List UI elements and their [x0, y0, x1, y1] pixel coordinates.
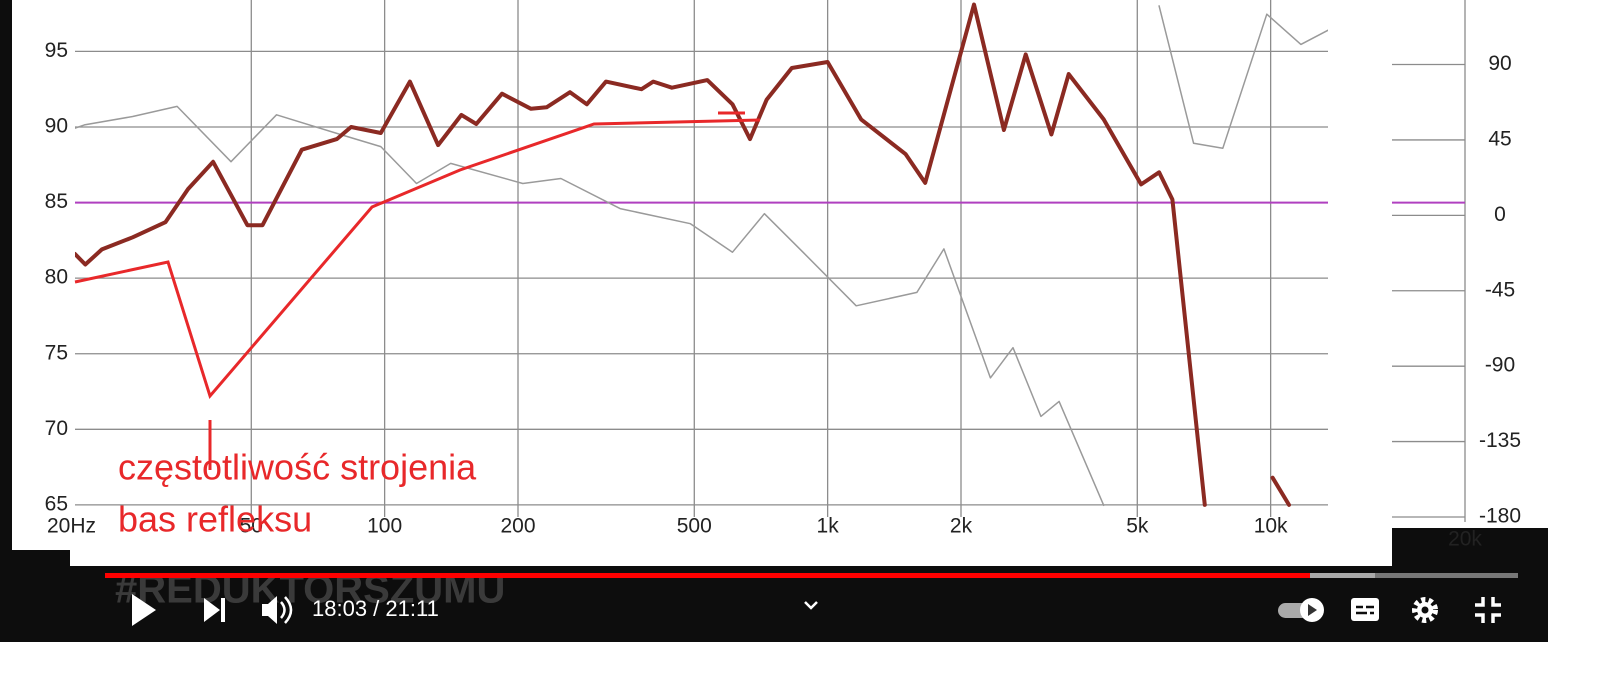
progress-buffer: [1310, 573, 1375, 578]
x-tick-label: 2k: [950, 515, 973, 538]
x-tick-label: 200: [500, 515, 535, 538]
next-button[interactable]: [204, 598, 225, 622]
y-tick-label: 65: [45, 492, 68, 515]
chapters-chevron[interactable]: [804, 601, 818, 610]
x-tick-label: 1k: [817, 515, 840, 538]
annotation-text: bas refleksu: [118, 499, 312, 540]
settings-hole: [1421, 606, 1429, 614]
y-tick-label: 80: [45, 266, 68, 289]
y2-tick-label: -45: [1485, 278, 1515, 301]
screen-panel-front: [12, 0, 1328, 550]
subtitles-icon: [1356, 605, 1374, 615]
axis-labels: 65 70 75 80 85 90 95 -180 -135 -90 -45 0 45 90 20Hz 50 1…: [45, 39, 1521, 551]
y-tick-label: 95: [45, 39, 68, 62]
spl-curve: [75, 2, 1291, 507]
y-tick-label: 70: [45, 417, 68, 440]
exit-fullscreen-button[interactable]: [1475, 597, 1501, 623]
y2-tick-label: 0: [1494, 203, 1506, 226]
y-tick-label: 90: [45, 115, 68, 138]
x-tick-label: 50: [240, 515, 263, 538]
y-tick-label: 75: [45, 341, 68, 364]
y2-tick-label: -180: [1479, 505, 1521, 528]
phase-curve: [75, 5, 1328, 507]
y2-tick-label: -90: [1485, 354, 1515, 377]
time-display: 18:03 / 21:11: [312, 596, 439, 621]
plot-area: [75, 2, 1328, 507]
grid: [75, 0, 1466, 522]
play-button[interactable]: [132, 594, 156, 626]
x-tick-label: 20Hz: [47, 515, 96, 538]
settings-button[interactable]: [1412, 597, 1438, 623]
x-tick-label: 10k: [1254, 515, 1288, 538]
progress-played: [105, 573, 1310, 578]
annotation-drawing: [74, 111, 761, 470]
subtitles-button[interactable]: [1351, 598, 1379, 621]
y2-tick-label: -135: [1479, 429, 1521, 452]
x-tick-label: 20k: [1448, 528, 1482, 551]
x-tick-label: 500: [677, 515, 712, 538]
volume-waves: [280, 596, 293, 624]
x-tick-label: 5k: [1126, 515, 1149, 538]
y-tick-label: 85: [45, 190, 68, 213]
volume-button[interactable]: [262, 596, 277, 624]
x-tick-label: 100: [367, 515, 402, 538]
autoplay-icon: [1308, 604, 1317, 616]
annotation-text: częstotliwość strojenia: [118, 447, 477, 488]
y2-tick-label: 45: [1488, 127, 1511, 150]
screen-panel-right: [1392, 0, 1548, 528]
y2-tick-label: 90: [1488, 52, 1511, 75]
annotation-line: [74, 118, 761, 400]
